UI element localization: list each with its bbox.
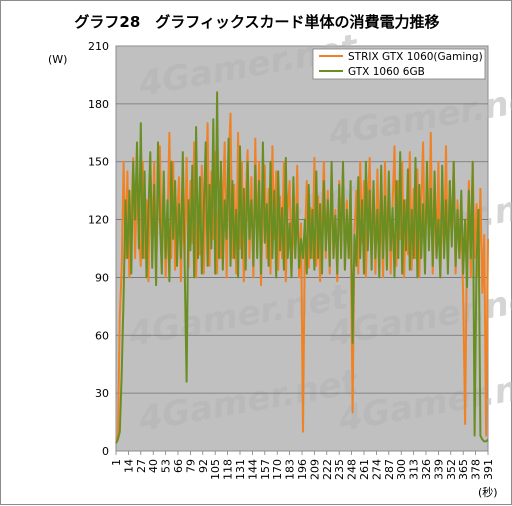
x-tick-label: 118 (222, 459, 235, 480)
x-tick-label: 14 (122, 459, 135, 473)
x-tick-label: 144 (246, 459, 259, 480)
x-tick-label: 183 (284, 459, 297, 480)
x-tick-label: 287 (383, 459, 396, 480)
legend-label-gtx: GTX 1060 6GB (348, 66, 425, 78)
x-axis-ticks: 1 14 27 40 53 66 79 92 105 118 131 144 157 170 183 196 2… (110, 451, 495, 480)
x-tick-label: 79 (184, 459, 197, 473)
series-line-gtx (115, 91, 489, 444)
x-axis-label: (秒) (478, 485, 498, 499)
legend-label-strix: STRIX GTX 1060(Gaming) (348, 51, 483, 63)
y-axis-label: (W) (48, 53, 67, 66)
x-tick-label: 248 (346, 459, 359, 480)
x-tick-label: 391 (482, 459, 495, 480)
x-tick-label: 313 (408, 459, 421, 480)
y-tick-label: 30 (95, 387, 109, 400)
x-tick-label: 66 (172, 459, 185, 473)
series-lines (115, 91, 489, 444)
x-tick-label: 274 (370, 459, 383, 480)
x-tick-label: 27 (135, 459, 148, 473)
x-tick-label: 53 (160, 459, 173, 473)
x-tick-label: 157 (259, 459, 272, 480)
x-tick-label: 196 (296, 459, 309, 480)
chart-title: グラフ28 グラフィックスカード単体の消費電力推移 (74, 13, 439, 31)
x-tick-label: 352 (445, 459, 458, 480)
y-tick-label: 180 (88, 98, 109, 111)
x-tick-label: 1 (110, 459, 123, 466)
y-tick-label: 0 (102, 445, 109, 458)
x-tick-label: 170 (271, 459, 284, 480)
y-tick-label: 210 (88, 40, 109, 53)
x-tick-label: 131 (234, 459, 247, 480)
x-tick-label: 326 (420, 459, 433, 480)
x-tick-label: 92 (197, 459, 210, 473)
legend: STRIX GTX 1060(Gaming) GTX 1060 6GB (312, 48, 486, 80)
x-tick-label: 261 (358, 459, 371, 480)
y-axis-ticks: 0 30 60 90 120 150 180 210 (88, 40, 109, 458)
x-tick-label: 365 (457, 459, 470, 480)
x-tick-label: 378 (470, 459, 483, 480)
y-tick-label: 120 (88, 214, 109, 227)
x-tick-label: 105 (209, 459, 222, 480)
x-tick-label: 235 (333, 459, 346, 480)
x-tick-label: 339 (432, 459, 445, 480)
x-tick-label: 222 (321, 459, 334, 480)
y-tick-label: 90 (95, 271, 109, 284)
y-tick-label: 60 (95, 329, 109, 342)
x-tick-label: 209 (308, 459, 321, 480)
y-tick-label: 150 (88, 156, 109, 169)
x-tick-label: 300 (395, 459, 408, 480)
x-tick-label: 40 (147, 459, 160, 473)
